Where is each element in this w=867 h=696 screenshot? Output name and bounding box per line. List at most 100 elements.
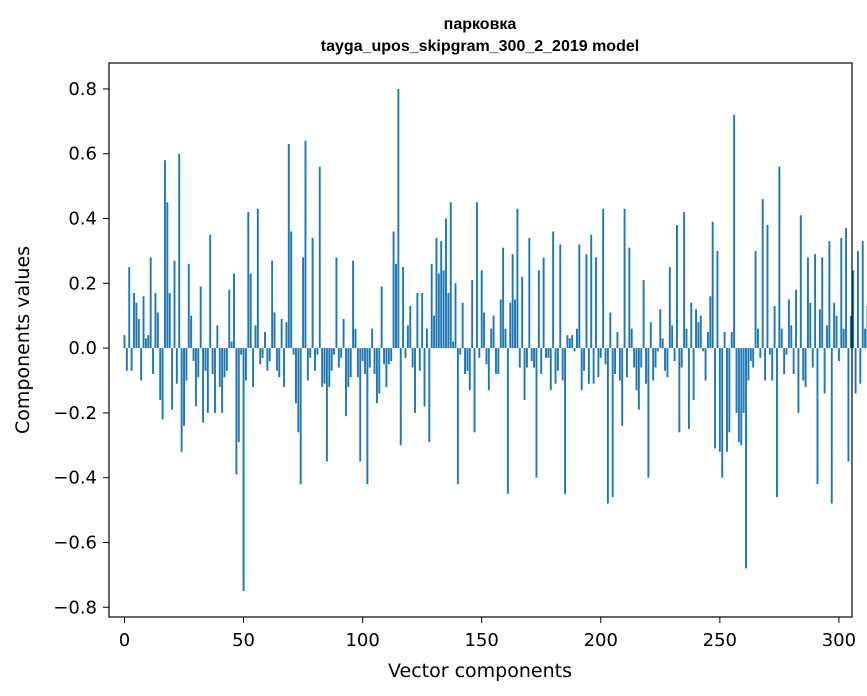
bar [271, 260, 274, 349]
bar [461, 302, 464, 349]
bar [523, 348, 526, 400]
bar [821, 257, 824, 349]
bar [704, 348, 707, 381]
bar [373, 348, 376, 375]
bar [156, 312, 159, 349]
bar [135, 302, 138, 349]
bar [685, 328, 688, 349]
bar [416, 293, 419, 349]
bar [285, 322, 288, 349]
bar [140, 348, 143, 381]
bar [811, 348, 814, 368]
bar [814, 254, 817, 349]
bar [297, 348, 300, 433]
bar [695, 309, 697, 349]
bar [518, 348, 521, 368]
bar [449, 202, 452, 349]
y-tick-label: −0.8 [53, 597, 97, 618]
bar [421, 293, 424, 349]
bar [318, 166, 321, 349]
bar [666, 348, 669, 378]
bar [659, 309, 662, 349]
bar [745, 348, 747, 569]
bar [533, 348, 536, 368]
bar [423, 348, 426, 407]
bar [759, 348, 762, 358]
bar [321, 348, 324, 387]
bar [404, 348, 407, 358]
bar [364, 348, 366, 375]
bar [787, 299, 790, 349]
bar [816, 348, 819, 485]
bar [125, 348, 128, 371]
bar [261, 348, 264, 358]
x-tick-label: 50 [232, 630, 255, 651]
bar [756, 328, 759, 349]
bar [561, 348, 564, 381]
bar [456, 348, 459, 485]
bar [335, 257, 338, 349]
bar [266, 348, 269, 371]
bar [530, 348, 533, 362]
x-tick-label: 300 [822, 630, 856, 651]
bar [571, 335, 574, 349]
bar [425, 328, 428, 349]
bar [194, 348, 197, 407]
bar [733, 114, 736, 349]
bar [371, 328, 374, 349]
bar [228, 289, 231, 349]
bar [604, 348, 607, 365]
bar [806, 257, 809, 349]
bar [711, 221, 714, 349]
bar [378, 348, 381, 394]
bar [616, 331, 619, 349]
bar [328, 348, 331, 387]
bar [187, 263, 190, 349]
bar [173, 260, 176, 349]
bar [702, 348, 705, 352]
bar [149, 257, 152, 349]
bar [414, 348, 416, 413]
bar [385, 348, 388, 387]
bar [716, 250, 719, 349]
bar [452, 341, 455, 349]
bar [592, 348, 595, 384]
bar [506, 348, 509, 494]
bar [392, 231, 395, 349]
bar [857, 250, 859, 349]
bar [345, 348, 347, 417]
chart-title: парковка [444, 16, 517, 33]
bar [359, 348, 362, 462]
bar [152, 348, 155, 375]
y-tick-label: 0.0 [68, 338, 97, 359]
bar [287, 143, 290, 349]
bar [464, 348, 466, 375]
bar [206, 348, 209, 413]
bar [235, 348, 238, 475]
bar [180, 348, 183, 452]
bar [437, 273, 440, 349]
bar [123, 335, 126, 349]
bar [633, 348, 636, 368]
bar [283, 348, 285, 387]
bar [849, 315, 852, 349]
bar [492, 315, 495, 349]
bar [216, 325, 219, 349]
bar [368, 348, 371, 368]
bar [552, 231, 555, 349]
bar [721, 348, 724, 478]
bar [599, 348, 602, 358]
y-tick-label: −0.6 [53, 532, 97, 553]
bar [473, 348, 476, 433]
x-tick-label: 150 [465, 630, 499, 651]
y-axis-label: Components values [12, 246, 34, 434]
bar [752, 348, 755, 368]
bar [330, 348, 333, 371]
bar [168, 293, 171, 349]
bar [221, 348, 224, 413]
bar [333, 348, 335, 355]
bar [799, 215, 802, 349]
bar [840, 237, 843, 349]
bar [637, 348, 640, 410]
bar [480, 270, 483, 349]
